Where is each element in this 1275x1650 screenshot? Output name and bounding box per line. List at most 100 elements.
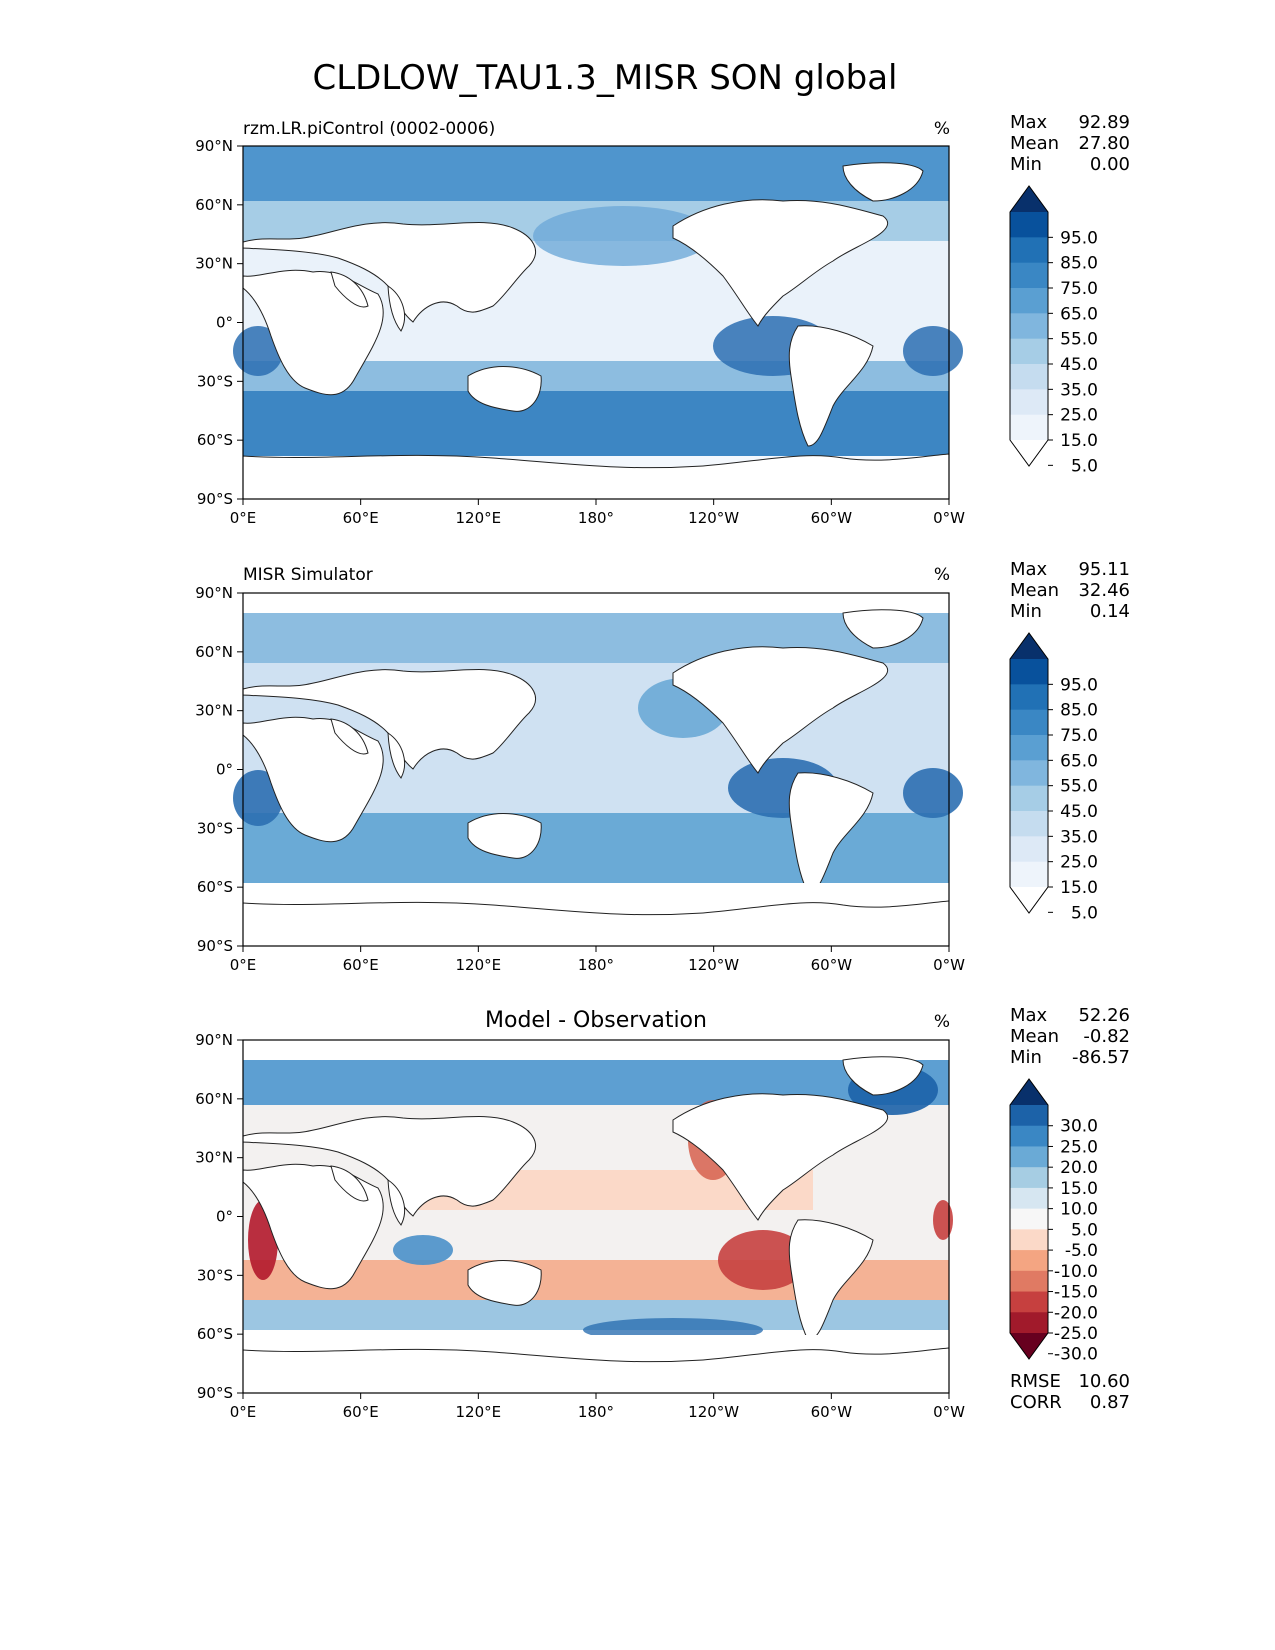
colorbar-tick-label: 5.0: [1071, 903, 1098, 923]
colorbar-tick-label: 20.0: [1060, 1158, 1098, 1178]
lat-tick-label: 60°N: [195, 196, 233, 214]
colorbar-tick-label: 85.0: [1060, 701, 1098, 721]
lat-tick-label: 90°S: [197, 490, 233, 508]
colorbar-segment: [1010, 262, 1048, 289]
panel-title-left: rzm.LR.piControl (0002-0006): [243, 119, 495, 139]
colorbar-tick-label: 15.0: [1060, 878, 1098, 898]
lon-tick-label: 180°: [578, 956, 614, 974]
units-label: %: [934, 1012, 950, 1032]
colorbar-tick-label: 5.0: [1071, 456, 1098, 476]
colorbar-extend-bottom: [1010, 887, 1048, 913]
colorbar-segment: [1010, 811, 1048, 837]
lon-tick-label: 180°: [578, 509, 614, 527]
colorbar-extend-top: [1010, 1079, 1048, 1105]
colorbar-segment: [1010, 861, 1048, 888]
lon-tick-label: 180°: [578, 1403, 614, 1421]
colorbar-tick-label: 25.0: [1060, 406, 1098, 426]
colorbar: 95.0 85.0 75.0 65.0 55.0 45.0 35.0 25.0 15.0 5.0: [1009, 632, 1098, 923]
panel-observation: MISR Simulator %: [233, 565, 963, 947]
colorbar-segment: [1010, 659, 1048, 685]
lon-tick-label: 0°E: [230, 509, 257, 527]
stat-value: 0.00: [1090, 154, 1130, 175]
colorbar-segment: [1010, 1291, 1048, 1313]
axes-panel-diff: 90°N 60°N 30°N 0° 30°S 60°S 90°S0°E 60°E 120°E 18…: [195, 1031, 965, 1421]
stat-label: Mean: [1010, 1026, 1059, 1047]
lon-tick-label: 0°W: [933, 509, 965, 527]
axes-panel-obs: 90°N 60°N 30°N 0° 30°S 60°S 90°S0°E 60°E 120°E 18…: [195, 584, 965, 974]
map-observation: [233, 592, 963, 947]
colorbar-tick-label: -30.0: [1054, 1345, 1098, 1365]
colorbar-segment: [1010, 212, 1048, 238]
lon-tick-label: 0°E: [230, 1403, 257, 1421]
lon-tick-label: 120°W: [688, 509, 739, 527]
lon-tick-label: 120°W: [688, 1403, 739, 1421]
stat-label: Max: [1010, 559, 1048, 580]
colorbar-tick-label: 30.0: [1060, 1117, 1098, 1137]
panel-difference: Model - Observation %: [242, 1008, 953, 1394]
footer-stat-label: RMSE: [1010, 1371, 1061, 1392]
colorbar-segment: [1010, 1125, 1048, 1148]
colorbar-segment: [1010, 338, 1048, 365]
lon-tick-label: 0°W: [933, 1403, 965, 1421]
stat-value: 0.14: [1090, 601, 1130, 622]
lat-tick-label: 90°N: [195, 584, 233, 602]
colorbar-tick-label: 85.0: [1060, 254, 1098, 274]
lat-tick-label: 90°S: [197, 937, 233, 955]
stat-label: Min: [1010, 601, 1042, 622]
lat-tick-label: 60°N: [195, 1090, 233, 1108]
footer-stat-value: 10.60: [1078, 1371, 1130, 1392]
colorbar-segment: [1010, 1208, 1048, 1230]
colorbar-tick-label: -5.0: [1065, 1241, 1098, 1261]
colorbar-segment: [1010, 1167, 1048, 1189]
lon-tick-label: 120°E: [456, 509, 502, 527]
units-label: %: [934, 565, 950, 585]
colorbar-tick-label: 10.0: [1060, 1200, 1098, 1220]
colorbar-segment: [1010, 709, 1048, 736]
lat-tick-label: 60°N: [195, 643, 233, 661]
lat-tick-label: 90°S: [197, 1384, 233, 1402]
colorbar-tick-label: 65.0: [1060, 751, 1098, 771]
lon-tick-label: 60°W: [811, 956, 853, 974]
axes-layer: 90°N60°N30°N0°30°S60°S90°S0°E 60°E 120°E 18…: [195, 137, 965, 1421]
side-layer: Max 92.89 Mean 27.80 Min 0.00 95.0 85.0 75.0 65.0…: [1009, 112, 1130, 1413]
lon-tick-label: 0°W: [933, 956, 965, 974]
colorbar-segment: [1010, 1229, 1048, 1251]
colorbar-segment: [1010, 414, 1048, 441]
colorbar-segment: [1010, 760, 1048, 787]
stat-value: 92.89: [1078, 112, 1130, 133]
colorbar-segment: [1010, 1270, 1048, 1293]
colorbar-tick-label: 15.0: [1060, 431, 1098, 451]
stat-label: Mean: [1010, 133, 1059, 154]
colorbar: 30.025.020.015.010.05.0-5.0-10.0-15.0-20…: [1009, 1078, 1098, 1365]
colorbar-tick-label: 65.0: [1060, 304, 1098, 324]
colorbar-segment: [1010, 1250, 1048, 1272]
lon-tick-label: 120°W: [688, 956, 739, 974]
stat-value: -86.57: [1072, 1047, 1130, 1068]
colorbar-tick-label: 25.0: [1060, 853, 1098, 873]
lon-tick-label: 120°E: [456, 956, 502, 974]
colorbar-tick-label: -25.0: [1054, 1324, 1098, 1344]
panel-title-center: Model - Observation: [485, 1008, 707, 1033]
stat-label: Min: [1010, 154, 1042, 175]
stat-value: 32.46: [1078, 580, 1130, 601]
lat-tick-label: 60°S: [197, 431, 233, 449]
stat-label: Max: [1010, 1005, 1048, 1026]
colorbar-tick-label: 55.0: [1060, 330, 1098, 350]
lat-tick-label: 30°N: [195, 255, 233, 273]
colorbar-segment: [1010, 735, 1048, 761]
colorbar-tick-label: 75.0: [1060, 279, 1098, 299]
colorbar-tick-label: 45.0: [1060, 802, 1098, 822]
colorbar-segment: [1010, 684, 1048, 711]
map-difference: [242, 1039, 953, 1394]
sidebar-diff: Max 52.26 Mean -0.82 Min -86.57 30.025.020.015…: [1009, 1005, 1130, 1413]
lat-tick-label: 0°: [216, 314, 233, 332]
figure-title: CLDLOW_TAU1.3_MISR SON global: [313, 58, 898, 98]
lat-tick-label: 30°N: [195, 702, 233, 720]
panel-model: rzm.LR.piControl (0002-0006) %: [233, 119, 963, 500]
lon-tick-label: 120°E: [456, 1403, 502, 1421]
colorbar-tick-label: -10.0: [1054, 1262, 1098, 1282]
colorbar-tick-label: 45.0: [1060, 355, 1098, 375]
colorbar-extend-top: [1010, 186, 1048, 212]
colorbar-segment: [1010, 1312, 1048, 1334]
